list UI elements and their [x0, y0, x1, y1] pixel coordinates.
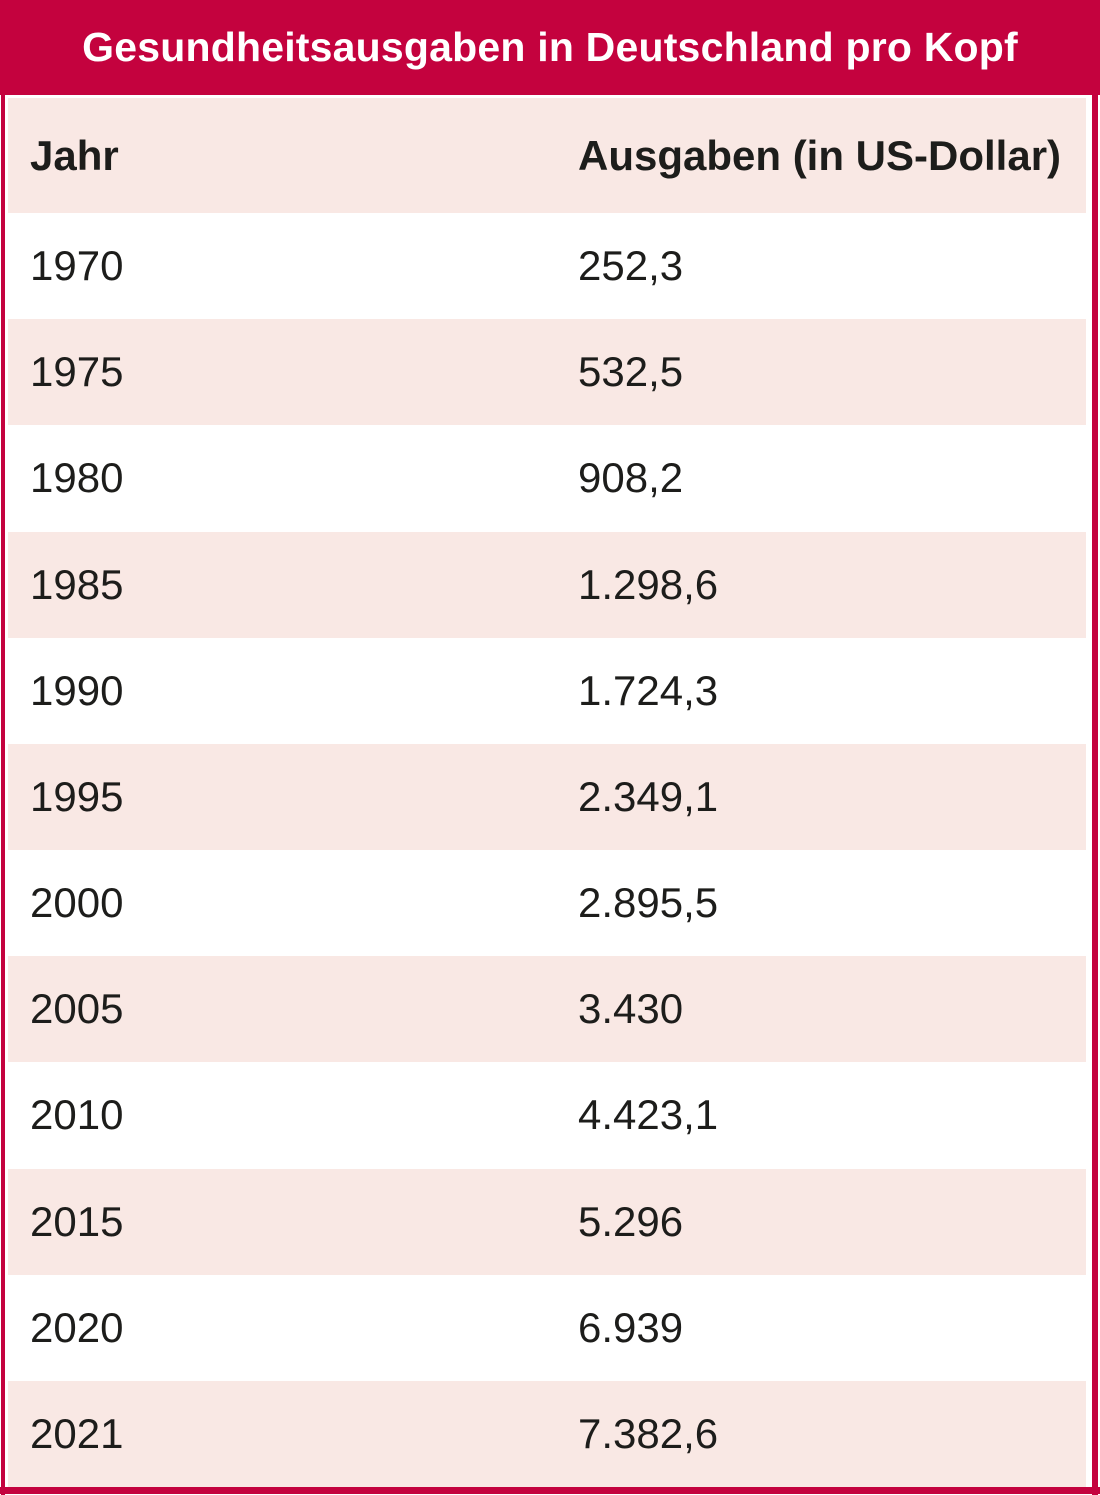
value-cell: 5.296: [578, 1197, 684, 1245]
year-cell: 1995: [30, 772, 124, 820]
year-cell: 1980: [30, 454, 124, 502]
table-row: 1990 1.724,3: [8, 637, 1086, 744]
year-cell: 1975: [30, 348, 124, 396]
data-table: Jahr Ausgaben (in US-Dollar) 1970 252,3 …: [8, 98, 1086, 1488]
table-border-right: [1092, 0, 1098, 1495]
table-row: 2000 2.895,5: [8, 850, 1086, 957]
value-cell: 2.349,1: [578, 772, 719, 820]
year-cell: 1985: [30, 560, 124, 608]
table-title-bar: Gesundheitsausgaben in Deutschland pro K…: [0, 0, 1100, 95]
table-row: 2010 4.423,1: [8, 1062, 1086, 1169]
table-border-left: [1, 0, 5, 1495]
value-cell: 2.895,5: [578, 879, 719, 927]
table-title: Gesundheitsausgaben in Deutschland pro K…: [82, 24, 1018, 70]
table-border-bottom: [0, 1487, 1100, 1494]
table-row: 1985 1.298,6: [8, 531, 1086, 638]
table-row: 1995 2.349,1: [8, 743, 1086, 851]
value-cell: 7.382,6: [578, 1409, 719, 1457]
year-cell: 2000: [30, 879, 124, 927]
value-cell: 532,5: [578, 348, 684, 396]
value-cell: 908,2: [578, 454, 684, 502]
year-cell: 2021: [30, 1409, 124, 1457]
year-cell: 2015: [30, 1197, 124, 1245]
year-cell: 2010: [30, 1091, 124, 1139]
table-row: 1975 532,5: [8, 319, 1086, 426]
value-cell: 252,3: [578, 242, 684, 290]
table-row: 2015 5.296: [8, 1168, 1086, 1275]
value-cell: 6.939: [578, 1303, 684, 1351]
table-row: 2005 3.430: [8, 956, 1086, 1063]
value-cell: 4.423,1: [578, 1091, 719, 1139]
year-column-header: Jahr: [30, 131, 119, 179]
table-header-row: Jahr Ausgaben (in US-Dollar): [8, 98, 1086, 213]
value-column-header: Ausgaben (in US-Dollar): [578, 131, 1062, 179]
value-cell: 1.724,3: [578, 666, 719, 714]
year-cell: 1990: [30, 666, 124, 714]
table-row: 1980 908,2: [8, 425, 1086, 532]
year-cell: 2005: [30, 985, 124, 1033]
table-row: 2021 7.382,6: [8, 1380, 1086, 1488]
year-cell: 1970: [30, 242, 124, 290]
table-row: 2020 6.939: [8, 1274, 1086, 1381]
value-cell: 1.298,6: [578, 560, 719, 608]
value-cell: 3.430: [578, 985, 684, 1033]
year-cell: 2020: [30, 1303, 124, 1351]
table-row: 1970 252,3: [8, 213, 1086, 320]
